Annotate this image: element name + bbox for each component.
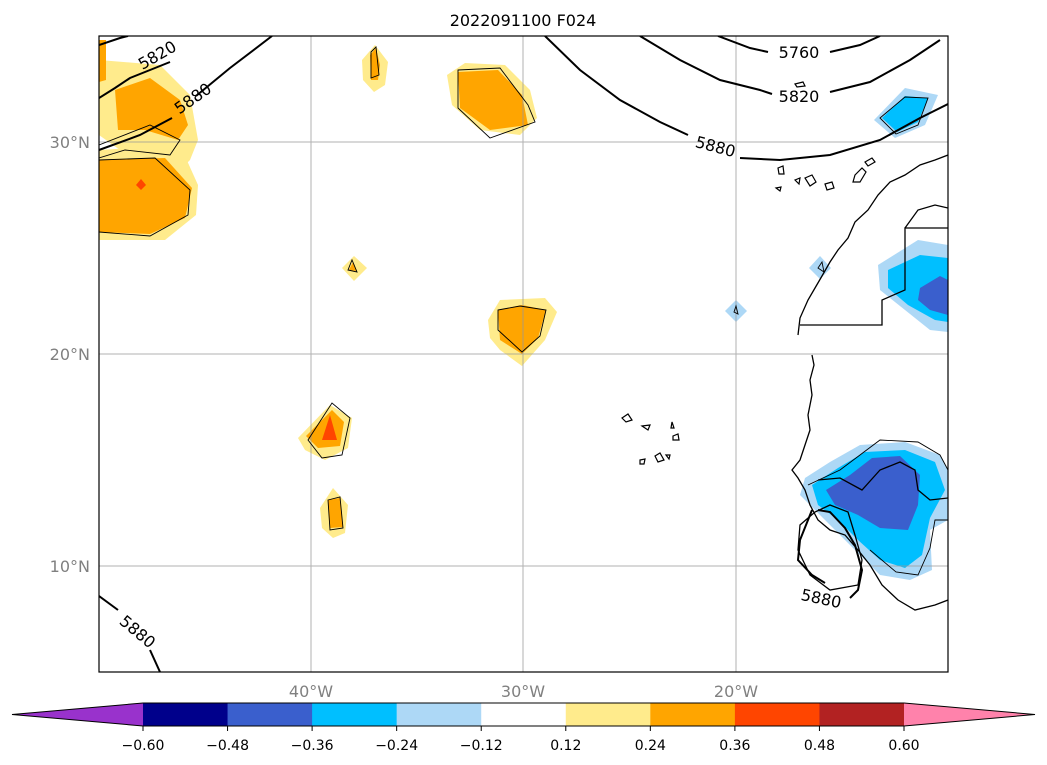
shading-orange (370, 48, 380, 80)
colorbar-tick-label: 0.36 (719, 738, 750, 754)
colorbar-tick-label: −0.36 (291, 738, 334, 754)
contour-5880-nw (99, 117, 173, 151)
contour-label: 5820 (779, 87, 820, 106)
colorbar-tick-label: −0.60 (122, 738, 165, 754)
colorbar-swatch (227, 703, 313, 726)
colorbar-tick-label: −0.12 (460, 738, 503, 754)
contour-5820-ne (829, 39, 941, 93)
contour-5880-se (817, 509, 864, 599)
shading-orange (115, 78, 188, 140)
contour-5880-ne (544, 36, 689, 136)
colorbar-swatch (565, 703, 651, 726)
colorbar (11, 702, 1036, 727)
map-panel: 5820 5880 5760 5820 5880 5880 5880 (99, 36, 948, 672)
contour-label: 5760 (779, 43, 820, 62)
shading-orange (458, 70, 528, 130)
contour-5880-sw (99, 595, 119, 611)
lat-label: 20°N (50, 345, 90, 364)
colorbar-tick-label: 0.60 (888, 738, 919, 754)
colorbar-swatch (312, 703, 398, 726)
contour-5760-ne (717, 36, 769, 53)
lat-label: 30°N (50, 133, 90, 152)
colorbar-extend-low (12, 703, 143, 726)
colorbar-swatch (396, 703, 482, 726)
shading-red-orange (136, 179, 146, 190)
colorbar-ticks: −0.60 −0.48 −0.36 −0.24 −0.12 0.12 0.24 0.36 0.4… (122, 726, 920, 754)
lon-label: 30°W (501, 682, 545, 701)
contour-5820-nw (99, 36, 129, 46)
shading-blue (882, 96, 928, 132)
shading-medium-blue (826, 456, 920, 530)
contour-5880-sw (149, 649, 161, 672)
shaded-fields (99, 40, 948, 580)
colorbar-tick-label: −0.24 (375, 738, 418, 754)
contour-5820-ne (639, 36, 773, 95)
contour-5760-ne (829, 36, 881, 53)
colorbar-tick-label: 0.24 (635, 738, 666, 754)
colorbar-swatch (734, 703, 820, 726)
contour-5880-nw (195, 36, 273, 97)
coastlines (791, 154, 948, 611)
lon-label: 20°W (714, 682, 758, 701)
colorbar-swatch (143, 703, 229, 726)
shading-orange (99, 158, 192, 234)
contour-5880-ne (739, 103, 948, 162)
figure-title: 2022091100 F024 (450, 11, 597, 30)
height-contours (99, 36, 948, 672)
shading-medium-blue (918, 276, 948, 315)
shading-red-orange (322, 415, 337, 440)
lon-label: 40°W (289, 682, 333, 701)
shading-orange (328, 498, 343, 528)
colorbar-extend-high (904, 703, 1035, 726)
lat-labels: 30°N 20°N 10°N (50, 133, 90, 576)
colorbar-swatch (481, 703, 567, 726)
colorbar-tick-label: −0.48 (206, 738, 249, 754)
colorbar-swatch (650, 703, 736, 726)
colorbar-tick-label: 0.12 (550, 738, 581, 754)
colorbar-swatch (819, 703, 905, 726)
gridlines (99, 36, 948, 672)
colorbar-tick-label: 0.48 (804, 738, 835, 754)
shading-orange (349, 262, 357, 271)
contour-5880-se (796, 509, 826, 584)
map-frame (98, 35, 949, 673)
islands (621, 81, 876, 465)
lat-label: 10°N (50, 557, 90, 576)
shading-orange (99, 40, 106, 82)
lon-labels: 40°W 30°W 20°W (289, 682, 758, 701)
thin-contours (99, 46, 948, 576)
shading-light-blue (809, 256, 831, 279)
contour-5820-nw (99, 61, 171, 99)
